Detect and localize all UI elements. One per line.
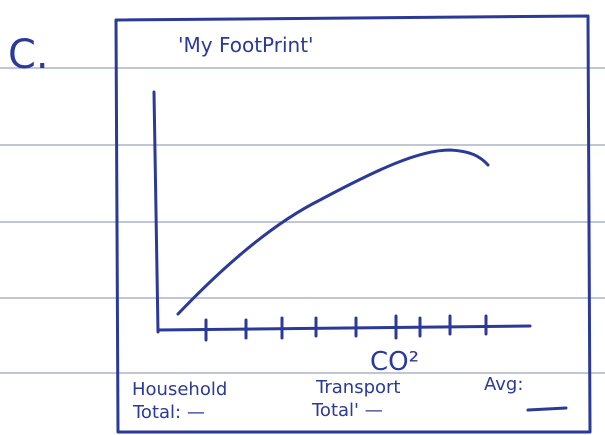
page: C. 'My FootPrint' CO² Household Total: —… [0,0,605,435]
axis-label: CO² [370,347,419,377]
blank-line [528,408,566,410]
footer-heading: Household [132,379,227,400]
footer-heading: Avg: [484,374,523,395]
curve [178,150,488,314]
x-axis [158,326,530,330]
frame [116,16,590,432]
footer-total: Total' — [311,400,383,421]
section-label: C. [8,32,49,78]
footer-heading: Transport [315,377,400,398]
y-axis [154,92,158,332]
sketch-title: 'My FootPrint' [178,33,314,57]
footer-total: Total: — [132,402,205,423]
